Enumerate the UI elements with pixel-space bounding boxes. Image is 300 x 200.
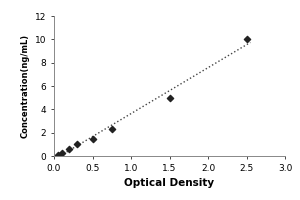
Point bbox=[167, 96, 172, 99]
Point bbox=[75, 143, 80, 146]
Point bbox=[59, 151, 64, 154]
Point bbox=[109, 128, 114, 131]
Y-axis label: Concentration(ng/mL): Concentration(ng/mL) bbox=[20, 34, 29, 138]
Point bbox=[90, 137, 95, 140]
Point bbox=[244, 38, 249, 41]
Point bbox=[56, 153, 60, 156]
X-axis label: Optical Density: Optical Density bbox=[124, 178, 214, 188]
Point bbox=[67, 147, 72, 151]
